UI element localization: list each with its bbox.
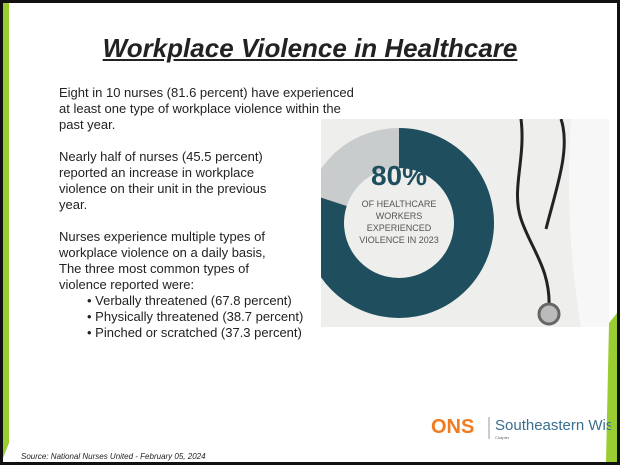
bullet: Verbally threatened (67.8 percent) <box>87 293 303 309</box>
logo-brand: ONS <box>431 416 474 438</box>
caption-line: EXPERIENCED <box>367 223 432 233</box>
logo-sub: Chapter <box>495 435 510 440</box>
logo-chapter-name: Southeastern Wisconsin <box>495 417 611 434</box>
paragraph: Nearly half of nurses (45.5 percent) rep… <box>59 149 274 213</box>
donut-value-label: 80% <box>371 160 427 191</box>
bullet: Physically threatened (38.7 percent) <box>87 309 303 325</box>
slide-title: Workplace Violence in Healthcare <box>3 33 617 64</box>
caption-line: VIOLENCE IN 2023 <box>359 235 439 245</box>
paragraph: Eight in 10 nurses (81.6 percent) have e… <box>59 85 359 133</box>
source-note: Source: National Nurses United - Februar… <box>21 452 206 461</box>
logo: ONS Southeastern Wisconsin Chapter <box>431 415 611 441</box>
slide: Workplace Violence in Healthcare Eight i… <box>0 0 620 465</box>
caption-line: WORKERS <box>376 211 423 221</box>
bullet-list: Verbally threatened (67.8 percent) Physi… <box>87 293 303 341</box>
caption-line: OF HEALTHCARE <box>362 199 437 209</box>
infographic-image: 80% OF HEALTHCARE WORKERS EXPERIENCED VI… <box>321 119 609 327</box>
bullet: Pinched or scratched (37.3 percent) <box>87 325 303 341</box>
paragraph: Nurses experience multiple types of work… <box>59 229 274 293</box>
